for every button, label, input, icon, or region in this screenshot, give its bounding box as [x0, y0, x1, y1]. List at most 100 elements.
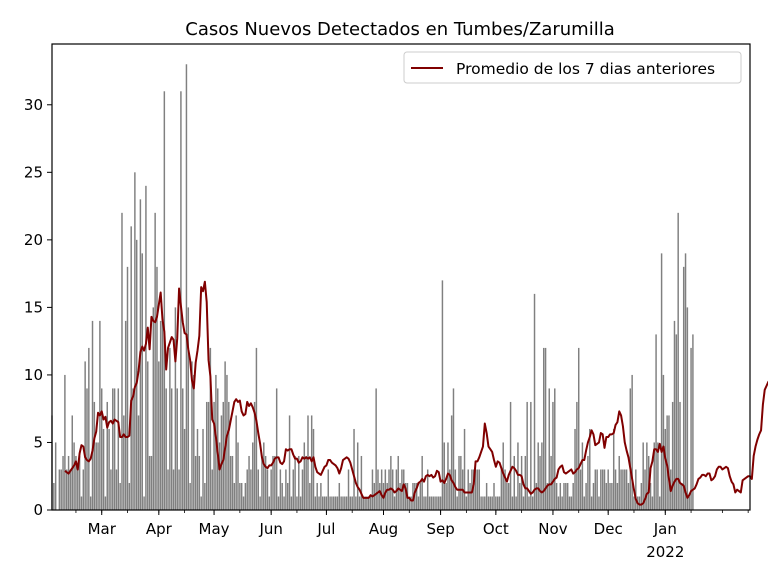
bar — [452, 388, 455, 510]
bar — [476, 469, 479, 510]
bar — [218, 442, 221, 510]
bar — [167, 469, 169, 510]
x-tick-label: Apr — [146, 520, 173, 538]
bar — [170, 388, 173, 510]
bar — [194, 455, 197, 510]
bar — [473, 469, 475, 510]
legend-box — [403, 51, 742, 84]
bar — [587, 455, 589, 510]
bar — [78, 455, 81, 510]
bar — [296, 496, 298, 510]
legend-label: Promedio de los 7 dias anteriores — [456, 60, 715, 78]
bar — [54, 442, 57, 510]
bar — [655, 334, 657, 510]
bar — [126, 266, 129, 510]
bar — [211, 469, 213, 510]
bar — [380, 469, 383, 510]
bar — [633, 496, 635, 510]
bar — [239, 482, 241, 510]
bar — [259, 496, 261, 510]
bar — [272, 455, 274, 510]
y-axis: 0 5 10 15 20 25 30 — [24, 96, 52, 519]
bar — [373, 482, 376, 510]
bar — [163, 91, 166, 510]
bar — [58, 469, 61, 510]
bar — [482, 496, 484, 510]
bar — [430, 496, 433, 510]
bar — [511, 496, 514, 510]
bar — [421, 455, 423, 510]
bar — [581, 442, 584, 510]
bar — [369, 496, 372, 510]
bar — [141, 253, 143, 511]
x-tick-label: Sep — [426, 520, 454, 538]
bar — [384, 469, 387, 510]
bar — [554, 388, 556, 510]
bar — [235, 415, 237, 510]
bar — [664, 428, 667, 510]
bar — [93, 401, 96, 510]
bar — [684, 253, 687, 511]
bar — [301, 469, 304, 510]
bar — [469, 482, 471, 510]
bar — [498, 496, 501, 510]
bar — [368, 496, 370, 510]
bar — [237, 442, 239, 510]
bar — [495, 496, 497, 510]
bar — [364, 496, 366, 510]
bar — [577, 347, 580, 510]
bar — [117, 388, 120, 510]
bar — [541, 442, 543, 510]
bar — [548, 388, 550, 510]
bar — [95, 442, 97, 510]
bar — [351, 496, 353, 510]
bar — [202, 428, 204, 510]
bar — [145, 185, 147, 510]
bar — [246, 469, 248, 510]
bar — [598, 496, 600, 510]
bar — [627, 482, 630, 510]
x-tick-label: Aug — [369, 520, 398, 538]
bar — [454, 469, 457, 510]
bar — [642, 442, 644, 510]
x-tick-label: Jul — [316, 520, 335, 538]
bar — [342, 496, 344, 510]
x-tick-label: Nov — [538, 520, 567, 538]
bar — [417, 496, 420, 510]
y-tick-label: 10 — [24, 366, 43, 384]
bar — [331, 496, 333, 510]
bar — [614, 469, 617, 510]
bar — [240, 482, 243, 510]
bar — [519, 482, 521, 510]
bar — [362, 496, 364, 510]
bar — [377, 469, 379, 510]
bar — [649, 482, 652, 510]
x-axis: Mar Apr May Jun Jul Aug Sep Oct Nov Dec Jan 2022 — [75, 510, 749, 561]
bar — [355, 496, 357, 510]
bar — [592, 482, 595, 510]
bar — [334, 496, 337, 510]
y-tick-label: 5 — [33, 433, 43, 451]
bar — [174, 307, 177, 510]
bar — [508, 482, 510, 510]
bar — [121, 212, 123, 510]
plot-frame — [51, 43, 751, 511]
bar — [336, 496, 339, 510]
bar — [576, 401, 578, 510]
bar — [320, 482, 322, 510]
bar — [283, 496, 285, 510]
bar — [143, 496, 145, 510]
bar — [535, 482, 538, 510]
bar — [53, 482, 55, 510]
bar — [594, 469, 597, 510]
bar — [91, 320, 94, 510]
bar — [366, 496, 368, 510]
bar — [287, 482, 289, 510]
bar — [75, 455, 77, 510]
bar — [182, 388, 184, 510]
bar — [110, 469, 112, 510]
bar — [86, 388, 88, 510]
bar — [603, 469, 606, 510]
bar — [439, 496, 442, 510]
